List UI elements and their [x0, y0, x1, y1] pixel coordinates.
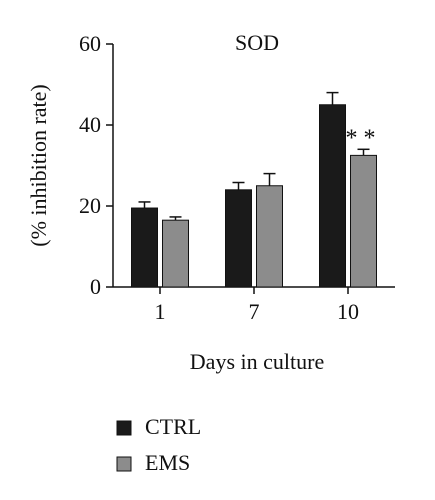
bar-ctrl-7 — [225, 189, 252, 288]
legend-label-ctrl: CTRL — [145, 414, 201, 439]
x-tick-label: 1 — [155, 299, 166, 324]
y-axis: 0 20 40 60 — [79, 31, 114, 299]
y-tick-label: 0 — [90, 274, 101, 299]
legend-swatch-ctrl — [116, 420, 132, 436]
significance-marker: ** — [346, 125, 382, 151]
bars — [131, 104, 377, 288]
bar-ems-7 — [256, 185, 283, 288]
legend-label-ems: EMS — [145, 450, 190, 475]
y-tick-label: 60 — [79, 31, 101, 56]
y-tick-label: 40 — [79, 112, 101, 137]
legend-swatch-ems — [116, 456, 132, 472]
bar-ctrl-10 — [319, 104, 346, 288]
y-axis-label: (% inhibition rate) — [26, 84, 51, 247]
legend: CTRL EMS — [116, 414, 201, 475]
x-axis-label: Days in culture — [190, 349, 324, 374]
chart-title: SOD — [235, 30, 279, 55]
x-tick-label: 7 — [249, 299, 260, 324]
x-tick-label: 10 — [337, 299, 359, 324]
y-tick-label: 20 — [79, 193, 101, 218]
significance-annotations: ** — [346, 125, 382, 151]
bar-ctrl-1 — [131, 207, 158, 288]
error-bars — [138, 91, 370, 221]
bar-ems-10 — [350, 154, 377, 288]
x-axis: 1 7 10 — [113, 286, 395, 324]
bar-ems-1 — [162, 219, 189, 288]
